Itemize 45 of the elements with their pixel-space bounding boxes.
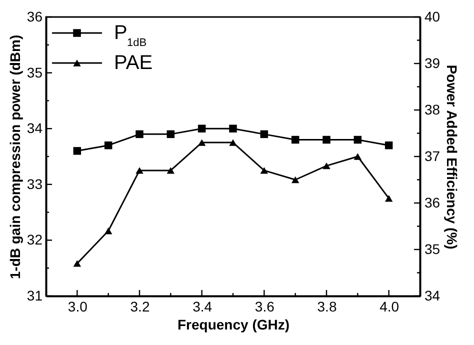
x-tick-label: 3.4 xyxy=(192,298,212,314)
y2-tick-label: 37 xyxy=(424,148,440,164)
point xyxy=(384,194,393,202)
x-axis-title: Frequency (GHz) xyxy=(177,316,290,332)
point xyxy=(166,130,175,138)
x-tick-label: 4.0 xyxy=(380,298,400,314)
point xyxy=(322,162,330,170)
y2-tick-label: 38 xyxy=(424,102,440,118)
y2-tick-label: 35 xyxy=(424,241,440,257)
y-tick-label: 33 xyxy=(26,176,43,192)
y2-tick-label: 34 xyxy=(424,288,440,304)
y-tick-label: 34 xyxy=(26,120,43,136)
point xyxy=(73,147,82,155)
y-tick-label: 31 xyxy=(26,288,43,304)
point xyxy=(291,176,300,184)
point xyxy=(260,130,268,138)
point xyxy=(198,139,206,146)
point xyxy=(198,124,206,132)
point xyxy=(291,136,300,144)
point xyxy=(104,228,112,234)
point xyxy=(229,124,237,132)
y2-tick-label: 40 xyxy=(424,8,440,24)
point xyxy=(136,130,144,138)
point xyxy=(354,136,362,144)
x-tick-label: 3.8 xyxy=(317,298,337,314)
y-axis-title: 1-dB gain compression power (dBm) xyxy=(6,34,23,280)
point xyxy=(260,167,268,174)
point xyxy=(384,141,393,150)
x-tick-label: 3.6 xyxy=(254,298,275,314)
point xyxy=(73,260,82,267)
point xyxy=(229,139,237,146)
y2-tick-label: 39 xyxy=(424,55,440,71)
y2-axis-title: Power Added Efficiency (%) xyxy=(444,64,460,250)
y-tick-label: 36 xyxy=(26,8,43,24)
y-tick-label: 32 xyxy=(26,232,43,248)
point xyxy=(322,136,330,144)
y-tick-label: 35 xyxy=(26,64,43,80)
y2-tick-label: 36 xyxy=(424,194,440,210)
point xyxy=(104,141,112,150)
x-tick-label: 3.0 xyxy=(68,298,88,314)
point xyxy=(166,167,175,174)
point xyxy=(136,167,144,174)
point xyxy=(354,153,362,160)
legend-label: PAE xyxy=(114,52,153,74)
x-tick-label: 3.2 xyxy=(130,298,150,314)
